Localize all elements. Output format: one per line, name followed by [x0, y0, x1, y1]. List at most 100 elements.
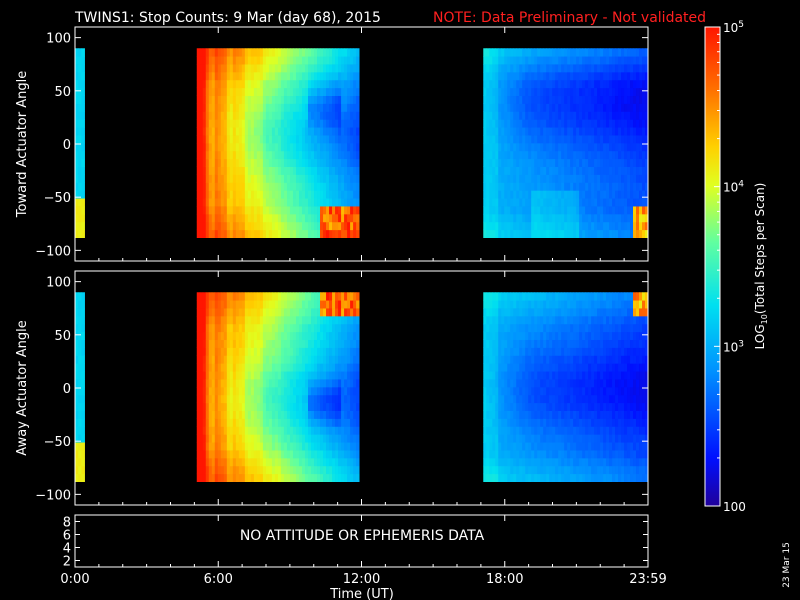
- heatmap-cell: [197, 395, 200, 403]
- heatmap-cell: [275, 474, 278, 482]
- heatmap-cell: [314, 103, 317, 111]
- heatmap-cell: [567, 426, 570, 434]
- heatmap-cell: [534, 355, 537, 363]
- heatmap-cell: [516, 103, 519, 111]
- heatmap-cell: [492, 332, 495, 340]
- heatmap-cell: [612, 127, 615, 135]
- heatmap-cell: [269, 308, 272, 316]
- heatmap-cell: [534, 434, 537, 442]
- heatmap-cell: [537, 111, 540, 119]
- heatmap-cell: [561, 371, 564, 379]
- heatmap-cell: [570, 395, 573, 403]
- heatmap-cell: [510, 151, 513, 159]
- heatmap-cell: [200, 442, 203, 450]
- heatmap-cell: [543, 56, 546, 64]
- heatmap-cell: [245, 222, 248, 230]
- heatmap-cell: [528, 292, 531, 300]
- heatmap-cell: [639, 143, 642, 151]
- heatmap-cell: [266, 64, 269, 72]
- heatmap-cell: [501, 332, 504, 340]
- heatmap-cell: [555, 206, 558, 214]
- heatmap-cell: [585, 135, 588, 143]
- heatmap-cell: [347, 355, 350, 363]
- heatmap-cell: [597, 340, 600, 348]
- heatmap-cell: [239, 111, 242, 119]
- heatmap-cell: [594, 135, 597, 143]
- heatmap-cell: [585, 418, 588, 426]
- heatmap-cell: [636, 222, 639, 230]
- heatmap-cell: [278, 426, 281, 434]
- heatmap-cell: [329, 56, 332, 64]
- heatmap-cell: [326, 182, 329, 190]
- heatmap-cell: [341, 135, 344, 143]
- heatmap-cell: [236, 324, 239, 332]
- heatmap-cell: [215, 355, 218, 363]
- heatmap-cell: [75, 403, 79, 411]
- heatmap-cell: [347, 387, 350, 395]
- heatmap-cell: [314, 190, 317, 198]
- heatmap-cell: [317, 80, 320, 88]
- heatmap-cell: [347, 426, 350, 434]
- heatmap-cell: [534, 363, 537, 371]
- heatmap-cell: [275, 292, 278, 300]
- heatmap-cell: [305, 450, 308, 458]
- heatmap-cell: [329, 64, 332, 72]
- heatmap-cell: [579, 458, 582, 466]
- heatmap-cell: [537, 174, 540, 182]
- heatmap-cell: [215, 300, 218, 308]
- heatmap-cell: [296, 379, 299, 387]
- heatmap-cell: [230, 324, 233, 332]
- heatmap-cell: [588, 190, 591, 198]
- heatmap-cell: [537, 230, 540, 238]
- heatmap-cell: [564, 167, 567, 175]
- heatmap-cell: [78, 292, 82, 300]
- heatmap-cell: [239, 300, 242, 308]
- heatmap-cell: [642, 151, 645, 159]
- heatmap-cell: [305, 426, 308, 434]
- heatmap-cell: [299, 411, 302, 419]
- heatmap-cell: [338, 387, 341, 395]
- heatmap-cell: [513, 64, 516, 72]
- heatmap-cell: [206, 395, 209, 403]
- heatmap-cell: [534, 332, 537, 340]
- heatmap-cell: [567, 135, 570, 143]
- heatmap-cell: [552, 466, 555, 474]
- heatmap-cell: [353, 222, 356, 230]
- heatmap-cell: [245, 119, 248, 127]
- heatmap-cell: [531, 190, 534, 198]
- heatmap-cell: [495, 403, 498, 411]
- heatmap-cell: [522, 111, 525, 119]
- heatmap-cell: [507, 151, 510, 159]
- heatmap-cell: [564, 332, 567, 340]
- heatmap-cell: [245, 426, 248, 434]
- heatmap-cell: [335, 426, 338, 434]
- heatmap-cell: [209, 198, 212, 206]
- heatmap-cell: [251, 127, 254, 135]
- heatmap-cell: [221, 363, 224, 371]
- heatmap-cell: [489, 182, 492, 190]
- heatmap-cell: [513, 371, 516, 379]
- heatmap-cell: [81, 387, 85, 395]
- heatmap-cell: [305, 379, 308, 387]
- heatmap-cell: [606, 222, 609, 230]
- heatmap-cell: [353, 214, 356, 222]
- heatmap-cell: [239, 167, 242, 175]
- heatmap-cell: [576, 347, 579, 355]
- heatmap-cell: [639, 198, 642, 206]
- heatmap-cell: [639, 72, 642, 80]
- heatmap-cell: [78, 72, 82, 80]
- heatmap-cell: [299, 418, 302, 426]
- heatmap-cell: [555, 442, 558, 450]
- heatmap-cell: [543, 332, 546, 340]
- heatmap-cell: [534, 72, 537, 80]
- heatmap-cell: [272, 64, 275, 72]
- heatmap-cell: [224, 434, 227, 442]
- heatmap-cell: [200, 127, 203, 135]
- heatmap-cell: [245, 56, 248, 64]
- heatmap-cell: [242, 214, 245, 222]
- heatmap-cell: [227, 474, 230, 482]
- heatmap-cell: [320, 72, 323, 80]
- heatmap-cell: [317, 151, 320, 159]
- heatmap-cell: [302, 450, 305, 458]
- heatmap-cell: [507, 56, 510, 64]
